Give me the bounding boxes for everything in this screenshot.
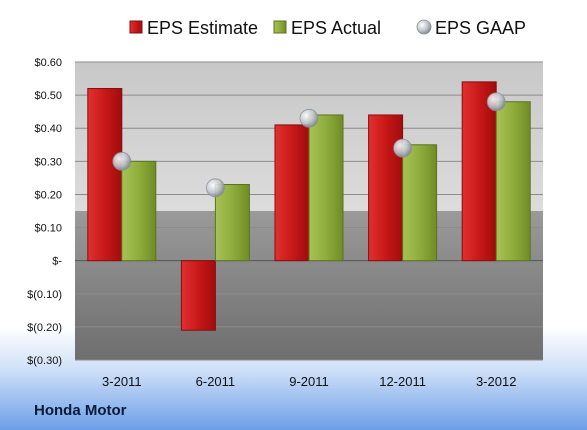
y-tick-label: $(0.20)	[27, 322, 62, 334]
y-tick-label: $0.20	[34, 189, 62, 201]
x-tick-label: 6-2011	[196, 374, 236, 389]
marker-eps-gaap	[112, 151, 132, 171]
legend-swatch	[273, 20, 287, 34]
bar-eps-estimate	[274, 124, 310, 262]
x-tick-label: 12-2011	[379, 374, 426, 389]
bar-eps-actual	[308, 114, 344, 262]
marker-eps-gaap	[205, 178, 225, 198]
legend-swatch	[416, 19, 432, 35]
marker-eps-gaap	[486, 92, 506, 112]
y-tick-label: $(0.30)	[27, 355, 62, 367]
x-tick-label: 9-2011	[289, 374, 329, 389]
legend-swatch	[129, 20, 143, 34]
bar-eps-actual	[495, 101, 531, 262]
legend-label: EPS Estimate	[147, 18, 258, 38]
x-tick-label: 3-2012	[476, 374, 516, 389]
x-tick-label: 3-2011	[102, 374, 142, 389]
bar-eps-estimate	[87, 87, 123, 262]
marker-eps-gaap	[393, 138, 413, 158]
legend-label: EPS GAAP	[435, 18, 526, 38]
bar-eps-actual	[402, 144, 438, 262]
y-tick-label: $(0.10)	[27, 289, 62, 301]
y-tick-label: $0.60	[34, 57, 62, 69]
bar-eps-estimate	[368, 114, 404, 262]
bar-eps-estimate	[180, 260, 216, 331]
y-tick-label: $0.30	[34, 156, 62, 168]
legend-label: EPS Actual	[291, 18, 381, 38]
y-tick-label: $0.40	[34, 123, 62, 135]
y-tick-label: $-	[52, 256, 62, 268]
bar-eps-actual	[121, 160, 157, 262]
y-tick-label: $0.10	[34, 223, 62, 235]
company-name: Honda Motor	[34, 402, 127, 419]
bar-eps-actual	[214, 184, 250, 262]
y-tick-label: $0.50	[34, 90, 62, 102]
marker-eps-gaap	[299, 108, 319, 128]
